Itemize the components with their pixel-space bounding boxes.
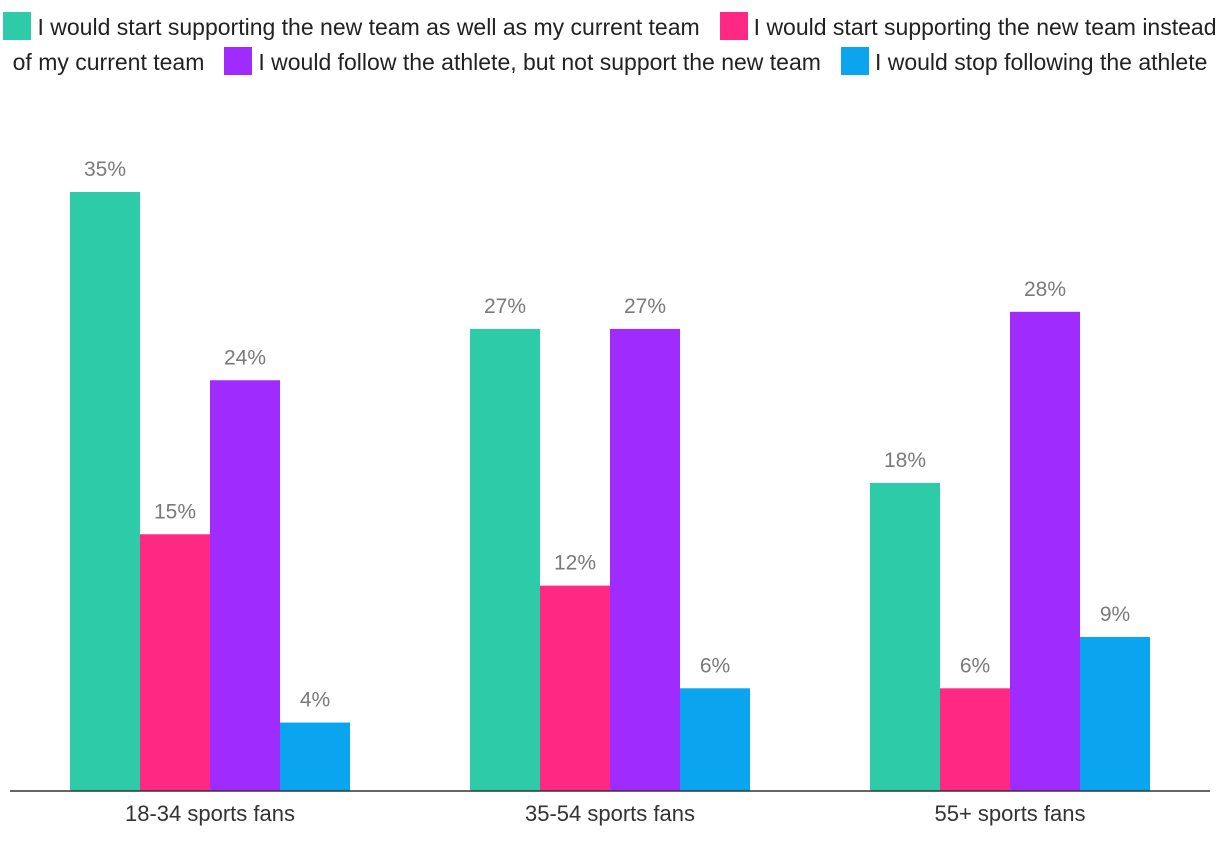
legend-label-3: I would follow the athlete, but not supp… [258,49,821,75]
bar-value-label-3-1: 18% [884,449,926,472]
legend-item-4: I would stop following the athlete [840,47,1208,75]
legend-swatch-2 [719,12,748,40]
legend-item-1: I would start supporting the new team as… [3,12,700,40]
legend-swatch-4 [840,47,869,75]
category-labels-group: 18-34 sports fans 35-54 sports fans 55+ sp… [125,801,1086,826]
legend-label-4: I would stop following the athlete [874,49,1208,75]
bar-value-label-2-1: 27% [484,295,526,318]
bar-value-label-3-3: 28% [1024,278,1066,301]
bar-3-2 [940,688,1010,791]
bar-value-label-2-4: 6% [700,654,730,677]
legend-label-2: I would start supporting the new team in… [12,14,1217,75]
bar-3-4 [1080,636,1150,791]
legend-item-3: I would follow the athlete, but not supp… [224,47,821,75]
bar-value-label-1-1: 35% [84,158,126,181]
category-label-3: 55+ sports fans [934,801,1085,826]
bar-value-label-3-4: 9% [1100,603,1130,626]
bar-1-2 [140,534,210,791]
legend-swatch-3 [224,47,253,75]
bar-2-4 [680,688,750,791]
bar-3-3 [1010,311,1080,791]
bar-1-1 [70,192,140,791]
category-label-2: 35-54 sports fans [525,801,695,826]
value-labels-group: 35% 15% 24% 4% 27% 12% 27% 6% 18% 6% 28% 9% [84,158,1130,712]
category-label-1: 18-34 sports fans [125,801,295,826]
bar-value-label-2-2: 12% [554,552,596,575]
bar-value-label-1-2: 15% [154,500,196,523]
legend-swatch-1 [3,12,32,40]
bar-3-1 [870,482,940,791]
bar-value-label-3-2: 6% [960,654,990,677]
legend-item-2: I would start supporting the new team in… [12,12,1217,75]
legend: I would start supporting the new team as… [0,10,1220,80]
legend-label-1: I would start supporting the new team as… [37,14,700,40]
bar-2-3 [610,328,680,791]
bars-group [70,192,1150,791]
bar-value-label-1-3: 24% [224,346,266,369]
bar-1-3 [210,380,280,791]
bar-2-2 [540,585,610,791]
bar-value-label-1-4: 4% [300,689,330,712]
bar-2-1 [470,328,540,791]
bar-1-4 [280,722,350,791]
bar-value-label-2-3: 27% [624,295,666,318]
